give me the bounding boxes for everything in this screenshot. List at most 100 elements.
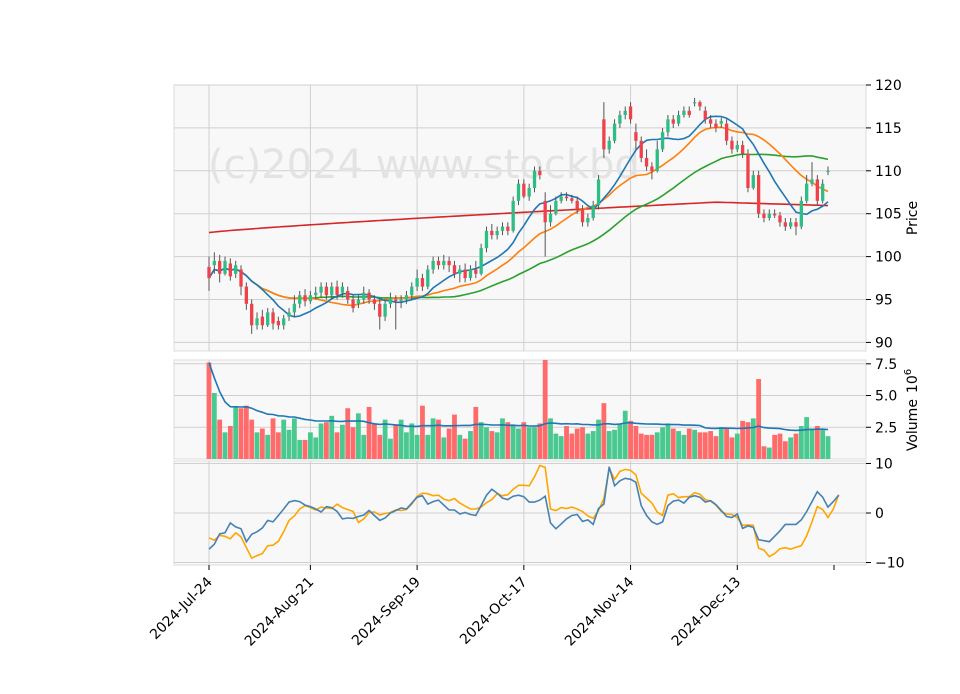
candle-body [474, 269, 478, 274]
candle-body [314, 292, 318, 296]
volume-bar [281, 419, 287, 459]
x-tick-label: 2024-Jul-24 [147, 574, 216, 643]
candle-body [639, 140, 643, 158]
volume-bar [537, 423, 543, 459]
volume-bar [825, 436, 831, 459]
volume-bar [211, 393, 217, 459]
volume-bar [484, 427, 489, 459]
price-tick-label: 95 [875, 293, 893, 309]
volume-bar [788, 437, 794, 459]
candle-body [602, 119, 606, 150]
price-moving-averages [208, 115, 829, 318]
candlesticks [207, 97, 830, 334]
candle-body [356, 299, 361, 304]
oscillator-main-line [208, 466, 840, 550]
volume-bar [377, 434, 383, 459]
volume-bar [708, 431, 714, 459]
candle-body [548, 213, 553, 223]
volume-bar [692, 429, 697, 459]
volume-bar [644, 434, 649, 459]
oscillator-lines [208, 464, 840, 560]
volume-bar [345, 408, 351, 459]
volume-bar [478, 422, 484, 459]
volume-bar [275, 432, 281, 459]
candle-body [351, 299, 355, 309]
volume-bar [638, 433, 644, 459]
candle-body [282, 318, 286, 326]
candle-body [506, 226, 510, 231]
candle-body [223, 260, 227, 274]
volume-bar [814, 426, 820, 459]
candle-body [436, 260, 441, 266]
candle-body [612, 123, 617, 141]
volume-bar [558, 436, 564, 459]
price-tick-label: 90 [875, 335, 893, 351]
candle-body [207, 266, 211, 279]
volume-bar [227, 426, 233, 459]
volume-bar [553, 433, 559, 459]
candle-body [234, 265, 238, 274]
candle-body [522, 183, 526, 197]
volume-axis-label: Volume 106 [903, 369, 921, 451]
volume-bar [564, 426, 569, 459]
candle-body [442, 260, 446, 266]
candle-body [271, 312, 275, 324]
candle-body [308, 295, 313, 302]
volume-ma-line [208, 362, 829, 432]
candle-body [287, 312, 291, 317]
volume-tick-label: 5.0 [875, 389, 897, 405]
candle-body [607, 140, 611, 150]
candle-body [762, 213, 766, 218]
volume-bar [414, 434, 420, 459]
candle-body [362, 292, 366, 300]
volume-bar [676, 431, 681, 459]
volume-bar [494, 432, 500, 459]
candle-body [698, 102, 702, 107]
candle-body [431, 260, 435, 270]
candle-body [292, 303, 297, 313]
candle-body [714, 123, 718, 128]
oscillator-tick-label: 10 [875, 456, 893, 472]
oscillator-tick-label: −10 [875, 556, 905, 572]
ma-200-line [208, 201, 829, 234]
volume-bar [697, 432, 703, 459]
grid-lines [174, 84, 866, 565]
candle-body [250, 303, 254, 326]
candle-body [319, 286, 323, 293]
volume-bar [766, 447, 772, 459]
x-tick-label: 2024-Sep-19 [349, 574, 424, 649]
candle-body [559, 196, 563, 201]
candle-body [676, 115, 681, 124]
volume-bar [468, 431, 473, 459]
volume-bar [350, 427, 356, 459]
volume-bar [361, 434, 367, 459]
candle-body [554, 200, 558, 214]
volume-bar [462, 438, 468, 459]
candle-body [671, 119, 675, 124]
volume-bar [532, 427, 537, 459]
candle-body [634, 132, 638, 141]
volume-bar [238, 408, 244, 459]
price-tick-label: 120 [875, 78, 902, 94]
volume-bar [793, 433, 799, 459]
candle-body [730, 140, 734, 150]
volume-bar [286, 429, 292, 459]
candle-body [244, 286, 249, 304]
candle-body [805, 183, 809, 201]
volume-bar [473, 406, 479, 459]
price-tick-label: 100 [875, 250, 902, 266]
volume-bar [596, 419, 601, 459]
candle-body [415, 278, 419, 287]
candle-body [463, 269, 467, 279]
volume-bar [441, 437, 447, 459]
candle-body [794, 222, 798, 227]
candle-body [426, 269, 430, 287]
candle-body [591, 205, 595, 218]
candle-body [468, 269, 473, 279]
candle-body [644, 157, 649, 167]
volume-bar [740, 420, 746, 459]
candle-body [687, 110, 691, 116]
candle-body [692, 102, 697, 104]
volume-bar [804, 417, 810, 459]
volume-bar [681, 434, 687, 459]
